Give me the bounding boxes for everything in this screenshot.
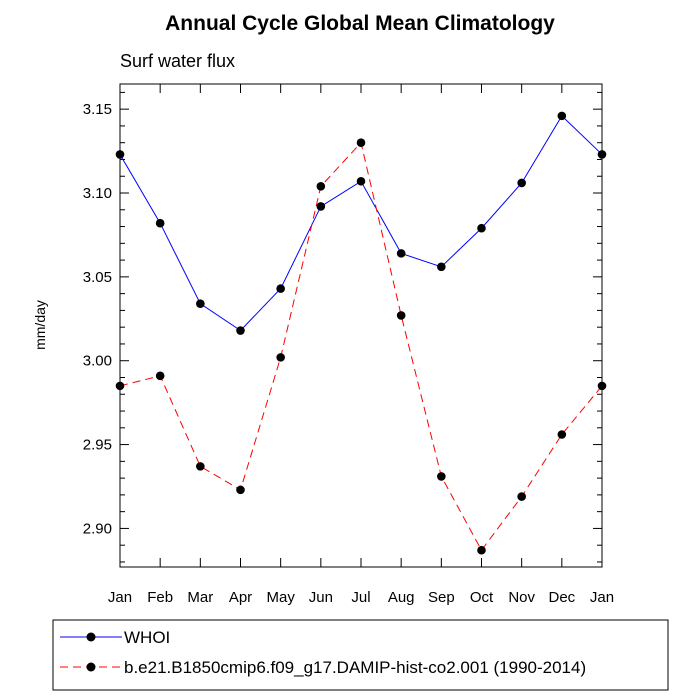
data-point-series-1 (557, 430, 567, 439)
data-point-series-0 (155, 218, 165, 228)
plot-frame (119, 83, 603, 568)
x-tick-labels: Jan Feb Mar Apr May Jun Jul Aug Sep Oct Nov Dec Jan (108, 589, 614, 606)
data-point-series-0 (477, 223, 486, 233)
series-line-0 (119, 115, 603, 332)
data-point-series-0 (356, 176, 366, 186)
data-point-series-0 (316, 202, 326, 211)
y-tick-label: 3.15 (83, 101, 112, 118)
x-tick-label: Jun (309, 589, 333, 606)
data-point-series-0 (276, 284, 285, 293)
x-tick-label: Feb (147, 589, 173, 606)
data-point-series-0 (236, 326, 245, 335)
chart-title: Annual Cycle Global Mean Climatology (165, 12, 555, 35)
y-tick-label: 3.10 (83, 185, 112, 202)
y-axis-label: mm/day (32, 300, 48, 350)
x-tick-label: Jan (108, 589, 132, 606)
x-tick-label: Oct (470, 589, 494, 606)
y-tick-labels: 2.90 2.95 3.00 3.05 3.10 3.15 (83, 101, 112, 537)
data-point-series-1 (517, 492, 526, 501)
legend: WHOI b.e21.B1850cmip6.f09_g17.DAMIP-hist… (52, 619, 669, 691)
legend-marker-whoi (86, 632, 96, 642)
data-point-series-1 (155, 371, 165, 381)
y-tick-label: 3.00 (83, 353, 112, 370)
data-point-series-0 (396, 249, 406, 258)
legend-label-damip: b.e21.B1850cmip6.f09_g17.DAMIP-hist-co2.… (124, 658, 586, 677)
legend-marker-damip (86, 662, 96, 672)
x-tick-label: Jul (351, 589, 370, 606)
x-tick-label: Mar (187, 589, 213, 606)
x-tick-label: Jan (590, 589, 614, 606)
chart-subtitle: Surf water flux (120, 51, 235, 71)
data-point-series-0 (437, 262, 446, 272)
data-point-series-1 (316, 182, 326, 191)
y-tick-label: 3.05 (83, 269, 112, 286)
y-tick-label: 2.95 (83, 437, 112, 454)
x-tick-label: Nov (508, 589, 535, 606)
data-point-series-1 (396, 311, 406, 320)
y-tick-label: 2.90 (83, 520, 112, 537)
x-tick-label: Aug (388, 589, 415, 606)
data-point-series-1 (276, 353, 285, 362)
data-point-series-1 (356, 138, 366, 147)
legend-box (52, 619, 669, 691)
data-point-series-1 (236, 485, 245, 495)
x-tick-label: May (266, 589, 295, 606)
data-point-series-0 (517, 178, 526, 188)
data-point-series-0 (196, 299, 205, 308)
x-tick-label: Sep (428, 589, 455, 606)
series-points (115, 111, 607, 555)
data-point-series-1 (437, 472, 446, 481)
x-tick-label: Dec (548, 589, 575, 606)
legend-label-whoi: WHOI (124, 628, 170, 647)
data-point-series-1 (196, 462, 205, 471)
data-point-series-0 (557, 111, 567, 121)
axis-ticks (119, 84, 603, 567)
series-line-1 (119, 141, 603, 552)
data-point-series-1 (477, 545, 486, 555)
x-tick-label: Apr (229, 589, 252, 606)
